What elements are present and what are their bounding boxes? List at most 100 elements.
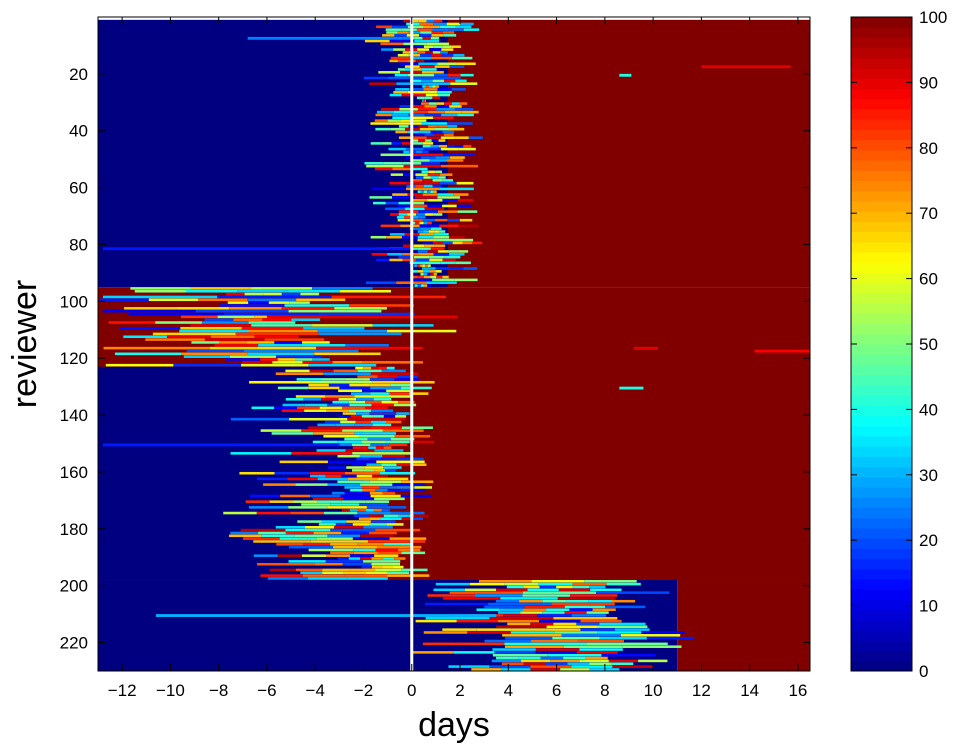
heatmap-cell: [546, 608, 570, 612]
heatmap-cell: [416, 264, 420, 267]
heatmap-cell: [325, 474, 342, 478]
heatmap-cell: [428, 68, 437, 71]
colorbar-segment: [851, 640, 912, 652]
heatmap-cell: [356, 474, 373, 478]
heatmap-cell: [427, 594, 475, 597]
heatmap-cell: [420, 284, 425, 287]
heatmap-background: [98, 19, 811, 671]
heatmap-cell: [463, 144, 472, 148]
heatmap-cell: [361, 565, 372, 569]
heatmap-cell: [398, 201, 412, 205]
heatmap-cell: [382, 34, 395, 37]
heatmap-cell: [380, 153, 412, 157]
heatmap-cell: [355, 420, 371, 424]
heatmap-cell: [339, 386, 371, 390]
heatmap-cell: [606, 582, 641, 586]
heatmap-cell: [303, 326, 365, 330]
heatmap-cell: [248, 301, 269, 304]
heatmap-cell: [369, 412, 383, 415]
heatmap-cell: [430, 190, 434, 194]
heatmap-cell: [291, 452, 353, 455]
heatmap-cell: [530, 668, 561, 671]
heatmap-cell: [439, 230, 446, 233]
heatmap-cell: [281, 307, 335, 310]
heatmap-cell: [374, 497, 405, 501]
heatmap-cell: [352, 523, 370, 526]
heatmap-cell: [334, 307, 387, 310]
colorbar-segment: [851, 231, 912, 243]
heatmap-cell: [297, 520, 322, 523]
heatmap-cell: [303, 543, 331, 546]
heatmap-cell: [449, 127, 465, 131]
heatmap-cell: [474, 594, 523, 597]
heatmap-cell: [368, 446, 376, 449]
heatmap-cell: [225, 358, 243, 361]
heatmap-cell: [417, 51, 426, 54]
heatmap-region: [242, 287, 811, 373]
x-tick-label: 12: [692, 681, 711, 700]
heatmap-cell: [210, 335, 255, 339]
heatmap-region: [363, 366, 810, 581]
heatmap-cell: [280, 494, 311, 498]
heatmap-cell: [318, 332, 402, 336]
heatmap-cell: [442, 45, 452, 48]
heatmap-cell: [251, 287, 313, 290]
heatmap-cell: [492, 653, 548, 657]
heatmap-cell: [340, 420, 356, 424]
heatmap-cell: [601, 653, 656, 657]
heatmap-cell: [370, 386, 401, 390]
colorbar-tick-label: 20: [919, 531, 938, 550]
heatmap-cell: [327, 460, 377, 464]
heatmap-cell: [429, 85, 433, 88]
heatmap-cell: [378, 477, 409, 481]
heatmap-cell: [342, 412, 357, 415]
heatmap-cell: [419, 221, 424, 225]
heatmap-cell: [376, 258, 390, 262]
colorbar-segment: [851, 425, 912, 437]
heatmap-cell: [412, 651, 454, 654]
heatmap-cell: [476, 628, 512, 631]
colorbar-tick-label: 0: [919, 662, 928, 681]
heatmap-cell: [443, 79, 456, 83]
heatmap-cell: [338, 398, 357, 401]
heatmap-cell: [365, 400, 382, 404]
heatmap-streak: [619, 386, 644, 390]
heatmap-cell: [407, 25, 424, 29]
heatmap-cell: [241, 363, 309, 367]
heatmap-cell: [361, 415, 373, 418]
heatmap-cell: [449, 65, 465, 68]
heatmap-cell: [386, 420, 402, 424]
heatmap-cell: [253, 554, 278, 557]
heatmap-cell: [392, 565, 404, 569]
heatmap-cell: [285, 531, 314, 535]
heatmap-cell: [423, 82, 451, 85]
heatmap-cell: [285, 528, 331, 532]
heatmap-cell: [281, 409, 305, 412]
heatmap-cell: [347, 477, 379, 481]
heatmap-cell: [368, 514, 384, 518]
heatmap-cell: [457, 198, 474, 202]
heatmap-cell: [264, 338, 325, 341]
heatmap-cell: [434, 133, 444, 137]
colorbar-segment: [851, 98, 912, 110]
heatmap-cell: [507, 622, 531, 626]
heatmap-cell: [400, 119, 414, 122]
heatmap-cell: [383, 395, 413, 398]
heatmap-cell: [557, 597, 616, 600]
heatmap-cell: [350, 489, 363, 492]
heatmap-cell: [463, 267, 478, 270]
heatmap-cell: [407, 193, 423, 196]
heatmap-cell: [416, 213, 425, 216]
heatmap-cell: [413, 244, 425, 248]
colorbar-segment: [851, 160, 912, 171]
heatmap-cell: [496, 625, 547, 629]
heatmap-cell: [276, 543, 304, 546]
colorbar-segment: [851, 200, 912, 212]
heatmap-cell: [409, 440, 435, 444]
heatmap-cell: [413, 255, 430, 259]
heatmap-cell: [296, 298, 346, 302]
heatmap-cell: [349, 508, 358, 512]
heatmap-cell: [383, 162, 403, 165]
heatmap-cell: [392, 361, 424, 364]
